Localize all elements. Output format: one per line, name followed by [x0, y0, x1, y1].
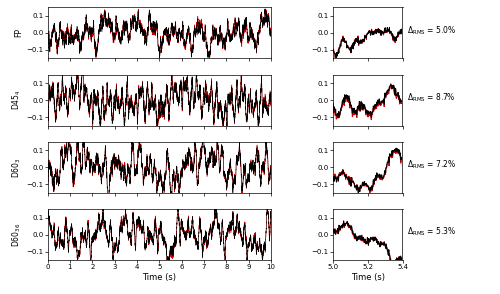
- X-axis label: Time (s): Time (s): [142, 273, 176, 282]
- Text: $\Delta_{\rm RMS}$ = 8.7%: $\Delta_{\rm RMS}$ = 8.7%: [406, 91, 456, 104]
- Y-axis label: D60$_{36}$: D60$_{36}$: [11, 223, 24, 247]
- Text: $\Delta_{\rm RMS}$ = 5.0%: $\Delta_{\rm RMS}$ = 5.0%: [406, 24, 456, 36]
- Y-axis label: FP: FP: [14, 28, 24, 37]
- Text: $\Delta_{\rm RMS}$ = 7.2%: $\Delta_{\rm RMS}$ = 7.2%: [406, 159, 456, 171]
- Y-axis label: D45$_{4}$: D45$_{4}$: [11, 90, 24, 111]
- Text: $\Delta_{\rm RMS}$ = 5.3%: $\Delta_{\rm RMS}$ = 5.3%: [406, 226, 456, 238]
- Y-axis label: D60$_{3}$: D60$_{3}$: [11, 157, 24, 178]
- X-axis label: Time (s): Time (s): [350, 273, 384, 282]
